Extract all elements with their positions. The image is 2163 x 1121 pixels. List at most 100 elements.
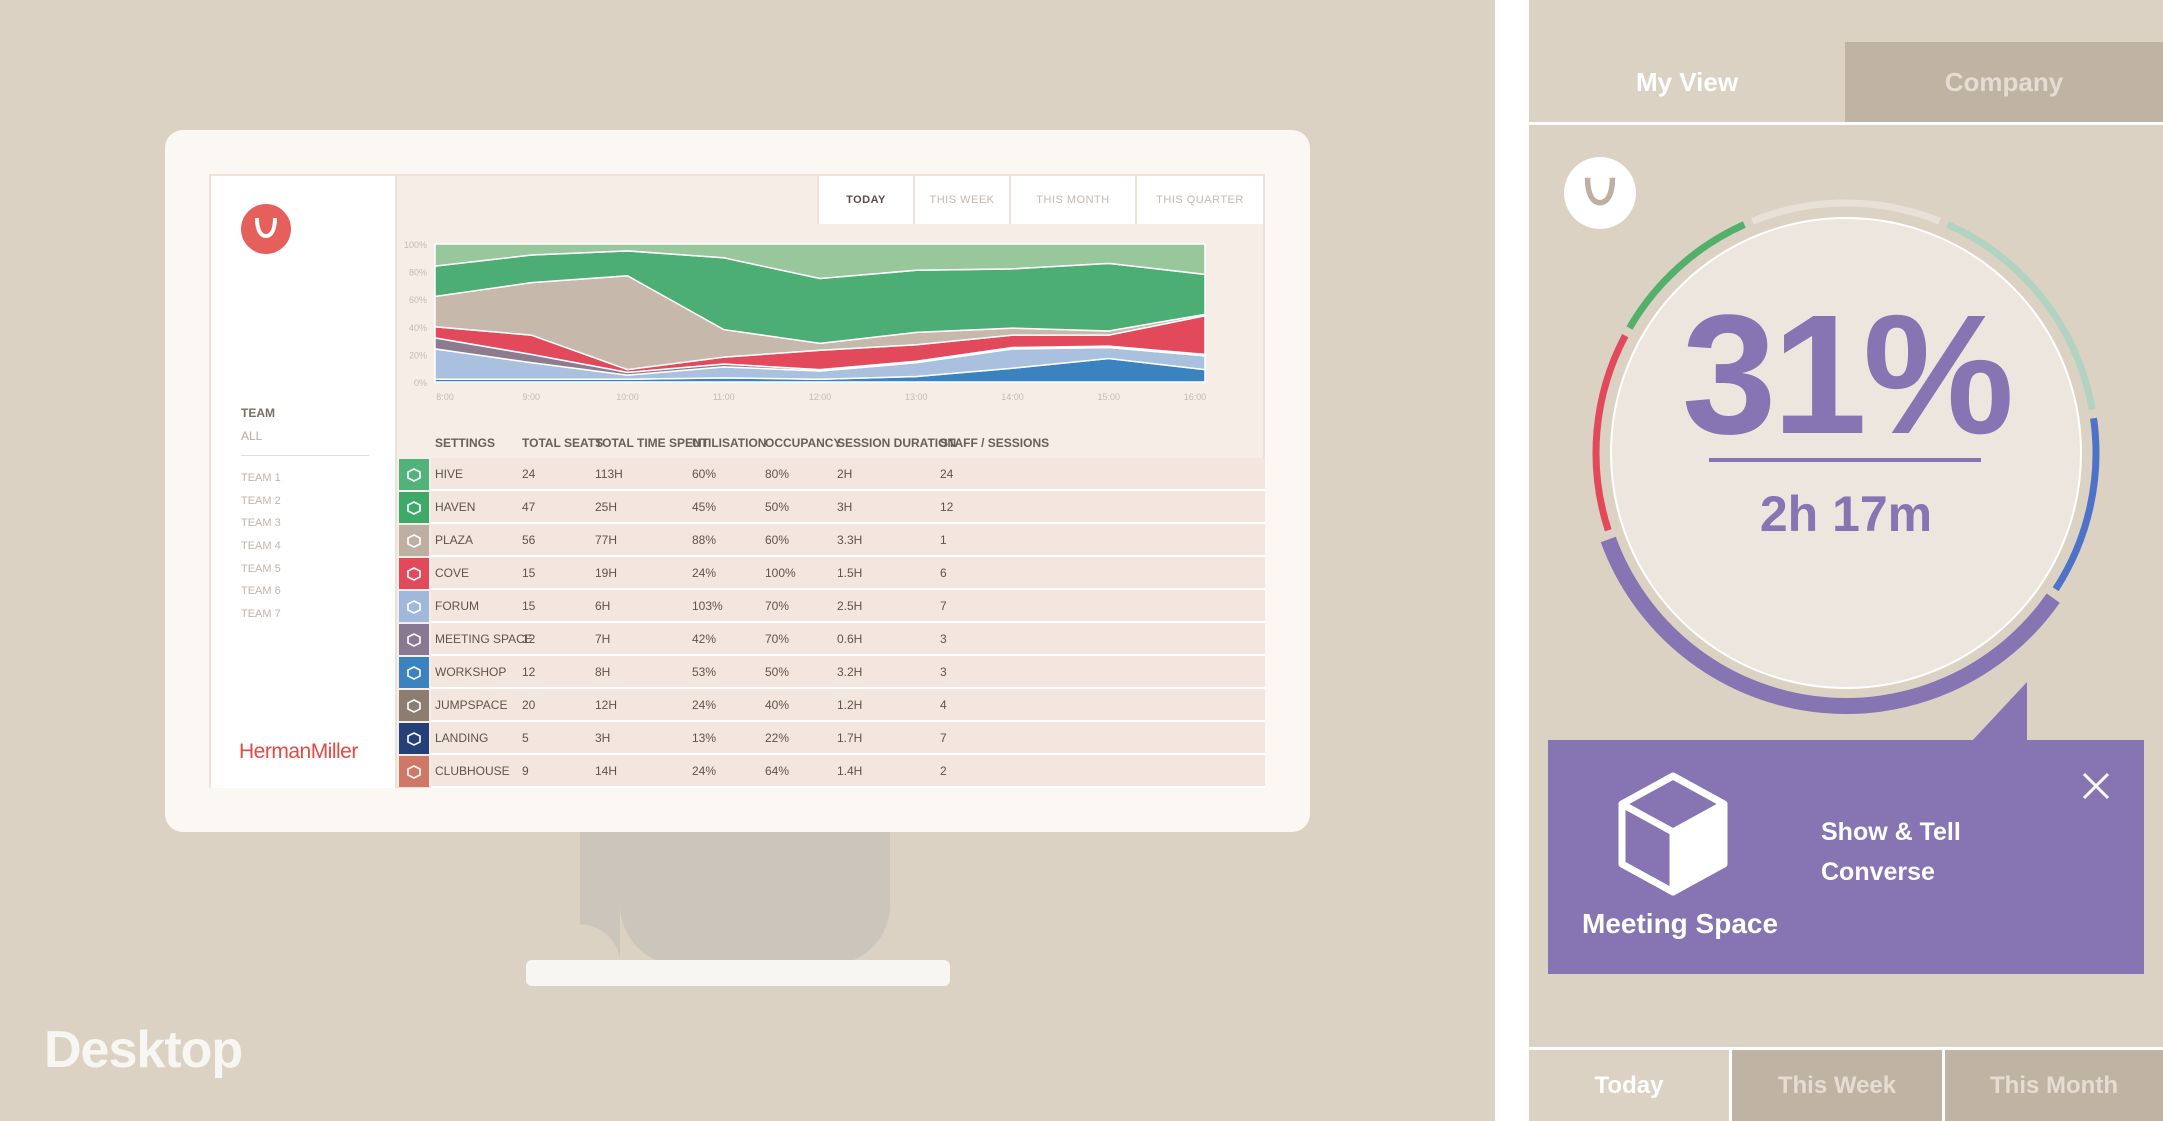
table-cell: 3.2H <box>837 665 863 679</box>
table-row[interactable]: FORUM 15 6H 103% 70% 2.5H 7 <box>397 590 1265 623</box>
table-row[interactable]: JUMPSPACE 20 12H 24% 40% 1.2H 4 <box>397 689 1265 722</box>
table-cell: FORUM <box>435 599 479 613</box>
table-row[interactable]: PLAZA 56 77H 88% 60% 3.3H 1 <box>397 524 1265 557</box>
table-row[interactable]: LANDING 5 3H 13% 22% 1.7H 7 <box>397 722 1265 755</box>
table-row-cells: HIVE 24 113H 60% 80% 2H 24 <box>431 458 1265 489</box>
sidebar: TEAM ALL TEAM 1 TEAM 2 TEAM 3 TEAM 4 TEA… <box>211 176 397 788</box>
team-item[interactable]: TEAM 6 <box>241 585 281 598</box>
table-row-cells: HAVEN 47 25H 45% 50% 3H 12 <box>431 491 1265 522</box>
table-cell: 3 <box>940 632 947 646</box>
x-tick-label: 15:00 <box>1097 392 1120 402</box>
table-cell: 50% <box>765 665 790 679</box>
tab-this-quarter[interactable]: THIS QUARTER <box>1135 176 1263 224</box>
row-separator <box>431 654 1265 656</box>
team-list: TEAM 1 TEAM 2 TEAM 3 TEAM 4 TEAM 5 TEAM … <box>241 472 281 631</box>
table-cell: 24 <box>940 467 954 481</box>
team-item[interactable]: TEAM 5 <box>241 562 281 575</box>
table-row[interactable]: WORKSHOP 12 8H 53% 50% 3.2H 3 <box>397 656 1265 689</box>
workshop-icon <box>399 657 429 688</box>
table-cell: 7H <box>595 632 611 646</box>
table-cell: 47 <box>522 500 536 514</box>
table-cell: 9 <box>522 764 529 778</box>
table-cell: 0.6H <box>837 632 863 646</box>
table-row-cells: COVE 15 19H 24% 100% 1.5H 6 <box>431 557 1265 588</box>
desktop-panel: TEAM ALL TEAM 1 TEAM 2 TEAM 3 TEAM 4 TEA… <box>0 0 1495 1121</box>
activity-label: Converse <box>1821 858 1935 886</box>
table-cell: 103% <box>692 599 723 613</box>
table-cell: 24% <box>692 764 717 778</box>
table-cell: 3H <box>595 731 611 745</box>
hive-icon <box>399 459 429 490</box>
herman-miller-logo-icon[interactable] <box>241 204 291 254</box>
table-row[interactable]: COVE 15 19H 24% 100% 1.5H 6 <box>397 557 1265 590</box>
table-cell: LANDING <box>435 731 489 745</box>
table-cell: 3H <box>837 500 853 514</box>
cove-icon <box>399 558 429 589</box>
table-cell: 2 <box>940 764 947 778</box>
table-cell: 80% <box>765 467 790 481</box>
table-row[interactable]: MEETING SPACE 12 7H 42% 70% 0.6H 3 <box>397 623 1265 656</box>
panel-gap <box>1495 0 1529 1121</box>
spacer <box>1529 34 2163 42</box>
team-filter-all[interactable]: ALL <box>241 429 263 443</box>
table-row[interactable]: CLUBHOUSE 9 14H 24% 64% 1.4H 2 <box>397 755 1265 788</box>
ring-segment-mint <box>1946 221 2096 411</box>
table-row[interactable]: HAVEN 47 25H 45% 50% 3H 12 <box>397 491 1265 524</box>
table-header: SETTINGS TOTAL SEATS TOTAL TIME SPENT UT… <box>397 426 1265 458</box>
table-cell: 7 <box>940 599 947 613</box>
close-icon[interactable] <box>2080 770 2112 802</box>
session-duration: 2h 17m <box>1759 486 1933 542</box>
tab-my-view[interactable]: My View <box>1529 42 1845 122</box>
row-separator <box>431 687 1265 689</box>
herman-miller-logo-icon[interactable] <box>1564 157 1636 229</box>
y-tick-label: 80% <box>409 268 427 278</box>
x-tick-label: 8:00 <box>436 392 454 402</box>
tab-this-week[interactable]: THIS WEEK <box>913 176 1009 224</box>
table-cell: 24% <box>692 566 717 580</box>
table-cell: 24 <box>522 467 536 481</box>
team-item[interactable]: TEAM 3 <box>241 517 281 530</box>
table-cell: 100% <box>765 566 796 580</box>
desktop-caption: Desktop <box>44 1021 243 1079</box>
tab-company[interactable]: Company <box>1845 42 2163 122</box>
table-row[interactable]: HIVE 24 113H 60% 80% 2H 24 <box>397 458 1265 491</box>
tab-today[interactable]: TODAY <box>817 176 913 224</box>
table-cell: 12 <box>522 665 536 679</box>
x-tick-label: 16:00 <box>1184 392 1207 402</box>
table-cell: 113H <box>595 467 623 481</box>
table-cell: 42% <box>692 632 717 646</box>
utilisation-percent: 31% <box>1681 280 2014 470</box>
monitor-stand <box>580 830 890 965</box>
team-item[interactable]: TEAM 2 <box>241 494 281 507</box>
table-cell: COVE <box>435 566 470 580</box>
row-separator <box>431 489 1265 491</box>
tab-this-month[interactable]: THIS MONTH <box>1009 176 1135 224</box>
table-row-cells: FORUM 15 6H 103% 70% 2.5H 7 <box>431 590 1265 621</box>
table-cell: 8H <box>595 665 611 679</box>
table-cell: 1.7H <box>837 731 863 745</box>
table-cell: CLUBHOUSE <box>435 764 510 778</box>
table-cell: 25H <box>595 500 618 514</box>
table-row-cells: CLUBHOUSE 9 14H 24% 64% 1.4H 2 <box>431 755 1265 786</box>
team-heading: TEAM <box>241 406 275 420</box>
table-cell: 15 <box>522 599 536 613</box>
team-item[interactable]: TEAM 7 <box>241 608 281 621</box>
divider <box>1529 122 2163 125</box>
x-tick-label: 13:00 <box>905 392 928 402</box>
tab-today[interactable]: Today <box>1529 1050 1729 1121</box>
table-cell: 7 <box>940 731 947 745</box>
table-cell: 12 <box>522 632 536 646</box>
team-item[interactable]: TEAM 4 <box>241 540 281 553</box>
table-row-cells: WORKSHOP 12 8H 53% 50% 3.2H 3 <box>431 656 1265 687</box>
x-tick-label: 14:00 <box>1001 392 1024 402</box>
y-tick-label: 40% <box>409 323 427 333</box>
tab-this-week[interactable]: This Week <box>1732 1050 1942 1121</box>
mobile-panel: My View Company 31% 2h 17m Meeting Space… <box>1529 0 2163 1121</box>
team-item[interactable]: TEAM 1 <box>241 472 281 484</box>
jumpspace-icon <box>399 690 429 721</box>
tab-this-month[interactable]: This Month <box>1945 1050 2163 1121</box>
meeting-space-icon <box>399 624 429 655</box>
column-header: STAFF / SESSIONS <box>940 436 1050 450</box>
table-cell: 45% <box>692 500 717 514</box>
x-tick-label: 10:00 <box>616 392 639 402</box>
